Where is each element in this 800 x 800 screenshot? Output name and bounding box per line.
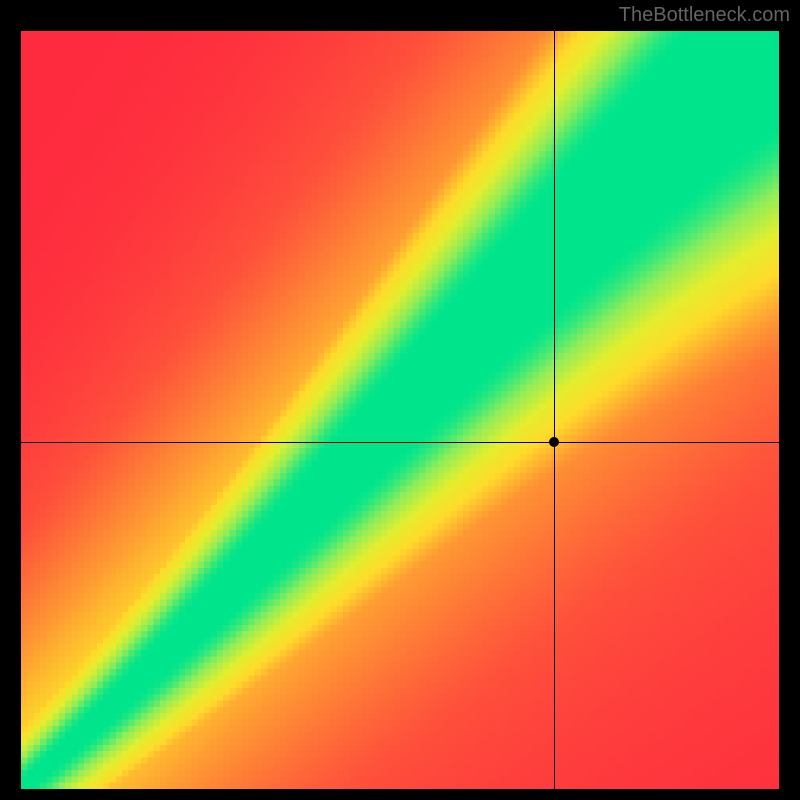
crosshair-vertical — [554, 31, 555, 789]
plot-area — [21, 31, 779, 789]
crosshair-horizontal — [21, 442, 779, 443]
heatmap-canvas — [21, 31, 779, 789]
attribution-text: TheBottleneck.com — [619, 4, 790, 27]
chart-container: TheBottleneck.com — [0, 0, 800, 800]
crosshair-marker — [549, 437, 559, 447]
